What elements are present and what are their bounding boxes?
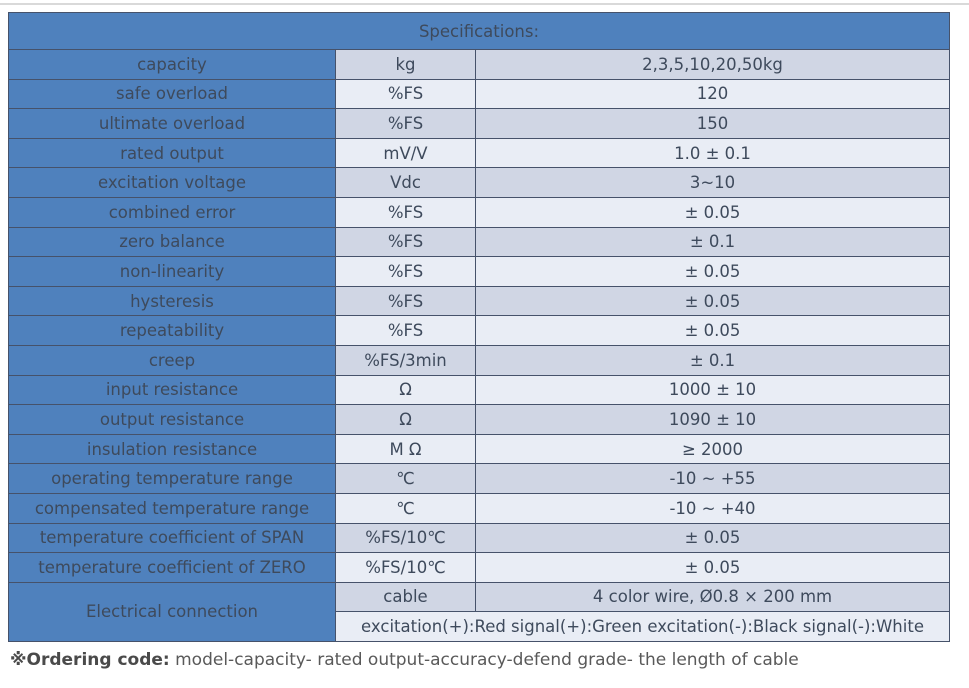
param-unit: kg xyxy=(335,49,476,80)
param-unit: mV/V xyxy=(335,137,476,169)
param-label: capacity xyxy=(8,49,336,80)
table-row: rated output mV/V 1.0 ± 0.1 xyxy=(8,137,950,169)
param-label: excitation voltage xyxy=(8,167,336,198)
param-value: 1.0 ± 0.1 xyxy=(475,137,950,169)
param-value: 2,3,5,10,20,50kg xyxy=(475,49,950,80)
param-unit: %FS xyxy=(335,256,476,287)
param-unit-cable: cable xyxy=(335,581,476,613)
param-label: rated output xyxy=(8,137,336,169)
param-unit: %FS xyxy=(335,226,476,258)
table-header: Specifications: xyxy=(8,12,950,50)
ordering-code-label: ※Ordering code: xyxy=(10,650,170,670)
param-unit: %FS xyxy=(335,78,476,110)
param-unit: Ω xyxy=(335,404,476,435)
ordering-code-note: ※Ordering code: model-capacity- rated ou… xyxy=(10,650,799,670)
param-value: -10 ~ +40 xyxy=(475,492,950,524)
param-label: ultimate overload xyxy=(8,108,336,139)
table-row: temperature coefficient of SPAN %FS/10℃ … xyxy=(8,522,950,554)
table-row: capacity kg 2,3,5,10,20,50kg xyxy=(8,49,950,80)
param-label: hysteresis xyxy=(8,285,336,317)
table-body: capacity kg 2,3,5,10,20,50kg safe overlo… xyxy=(8,49,950,642)
param-label: zero balance xyxy=(8,226,336,258)
param-label: insulation resistance xyxy=(8,433,336,465)
table-row: insulation resistance M Ω ≥ 2000 xyxy=(8,433,950,465)
table-row: combined error %FS ± 0.05 xyxy=(8,196,950,228)
param-label: creep xyxy=(8,344,336,376)
param-unit: ℃ xyxy=(335,463,476,494)
table-row: non-linearity %FS ± 0.05 xyxy=(8,256,950,287)
specifications-table: Specifications: capacity kg 2,3,5,10,20,… xyxy=(8,12,950,642)
table-row: zero balance %FS ± 0.1 xyxy=(8,226,950,258)
param-value: 120 xyxy=(475,78,950,110)
table-row: output resistance Ω 1090 ± 10 xyxy=(8,404,950,435)
param-value: ± 0.1 xyxy=(475,344,950,376)
table-row: compensated temperature range ℃ -10 ~ +4… xyxy=(8,492,950,524)
param-value: ± 0.05 xyxy=(475,522,950,554)
param-value: -10 ~ +55 xyxy=(475,463,950,494)
param-value: 1090 ± 10 xyxy=(475,404,950,435)
param-unit: %FS xyxy=(335,285,476,317)
table-row: ultimate overload %FS 150 xyxy=(8,108,950,139)
top-divider-line xyxy=(0,3,969,5)
param-unit: %FS/3min xyxy=(335,344,476,376)
param-value: ± 0.05 xyxy=(475,196,950,228)
table-title-row: Specifications: xyxy=(8,12,950,50)
param-value: 3~10 xyxy=(475,167,950,198)
table-row-electrical-wiring: excitation(+):Red signal(+):Green excita… xyxy=(9,611,950,642)
ordering-code-text: model-capacity- rated output-accuracy-de… xyxy=(169,650,799,670)
param-unit: %FS xyxy=(335,315,476,346)
table-row: safe overload %FS 120 xyxy=(8,78,950,110)
param-label: output resistance xyxy=(8,404,336,435)
table-row: excitation voltage Vdc 3~10 xyxy=(8,167,950,198)
param-unit: Ω xyxy=(335,374,476,406)
table-row: hysteresis %FS ± 0.05 xyxy=(8,285,950,317)
param-unit: ℃ xyxy=(335,492,476,524)
table-row: temperature coefficient of ZERO %FS/10℃ … xyxy=(8,552,950,583)
param-label: repeatability xyxy=(8,315,336,346)
param-value: ± 0.1 xyxy=(475,226,950,258)
param-label: temperature coefficient of ZERO xyxy=(8,552,336,583)
table-row: operating temperature range ℃ -10 ~ +55 xyxy=(8,463,950,494)
table-row-electrical-cable: Electrical connection cable 4 color wire… xyxy=(8,581,950,642)
table-row: repeatability %FS ± 0.05 xyxy=(8,315,950,346)
param-label: safe overload xyxy=(8,78,336,110)
param-unit: %FS xyxy=(335,196,476,228)
param-unit: M Ω xyxy=(335,433,476,465)
param-label: compensated temperature range xyxy=(8,492,336,524)
param-value: ± 0.05 xyxy=(475,285,950,317)
table-title: Specifications: xyxy=(8,12,950,50)
table-row: creep %FS/3min ± 0.1 xyxy=(8,344,950,376)
param-unit: %FS/10℃ xyxy=(335,522,476,554)
param-unit: %FS/10℃ xyxy=(335,552,476,583)
param-label: input resistance xyxy=(8,374,336,406)
wiring-color-code: excitation(+):Red signal(+):Green excita… xyxy=(335,611,950,642)
param-unit: %FS xyxy=(335,108,476,139)
param-value: 1000 ± 10 xyxy=(475,374,950,406)
param-label: non-linearity xyxy=(8,256,336,287)
param-value: ± 0.05 xyxy=(475,552,950,583)
param-value: ≥ 2000 xyxy=(475,433,950,465)
param-label: operating temperature range xyxy=(8,463,336,494)
param-unit: Vdc xyxy=(335,167,476,198)
param-value: ± 0.05 xyxy=(475,256,950,287)
param-label-electrical-connection: Electrical connection xyxy=(8,581,336,642)
param-value: 150 xyxy=(475,108,950,139)
param-label: temperature coefficient of SPAN xyxy=(8,522,336,554)
param-value: ± 0.05 xyxy=(475,315,950,346)
param-label: combined error xyxy=(8,196,336,228)
table-row: input resistance Ω 1000 ± 10 xyxy=(8,374,950,406)
param-value-cable: 4 color wire, Ø0.8 × 200 mm xyxy=(475,581,950,613)
